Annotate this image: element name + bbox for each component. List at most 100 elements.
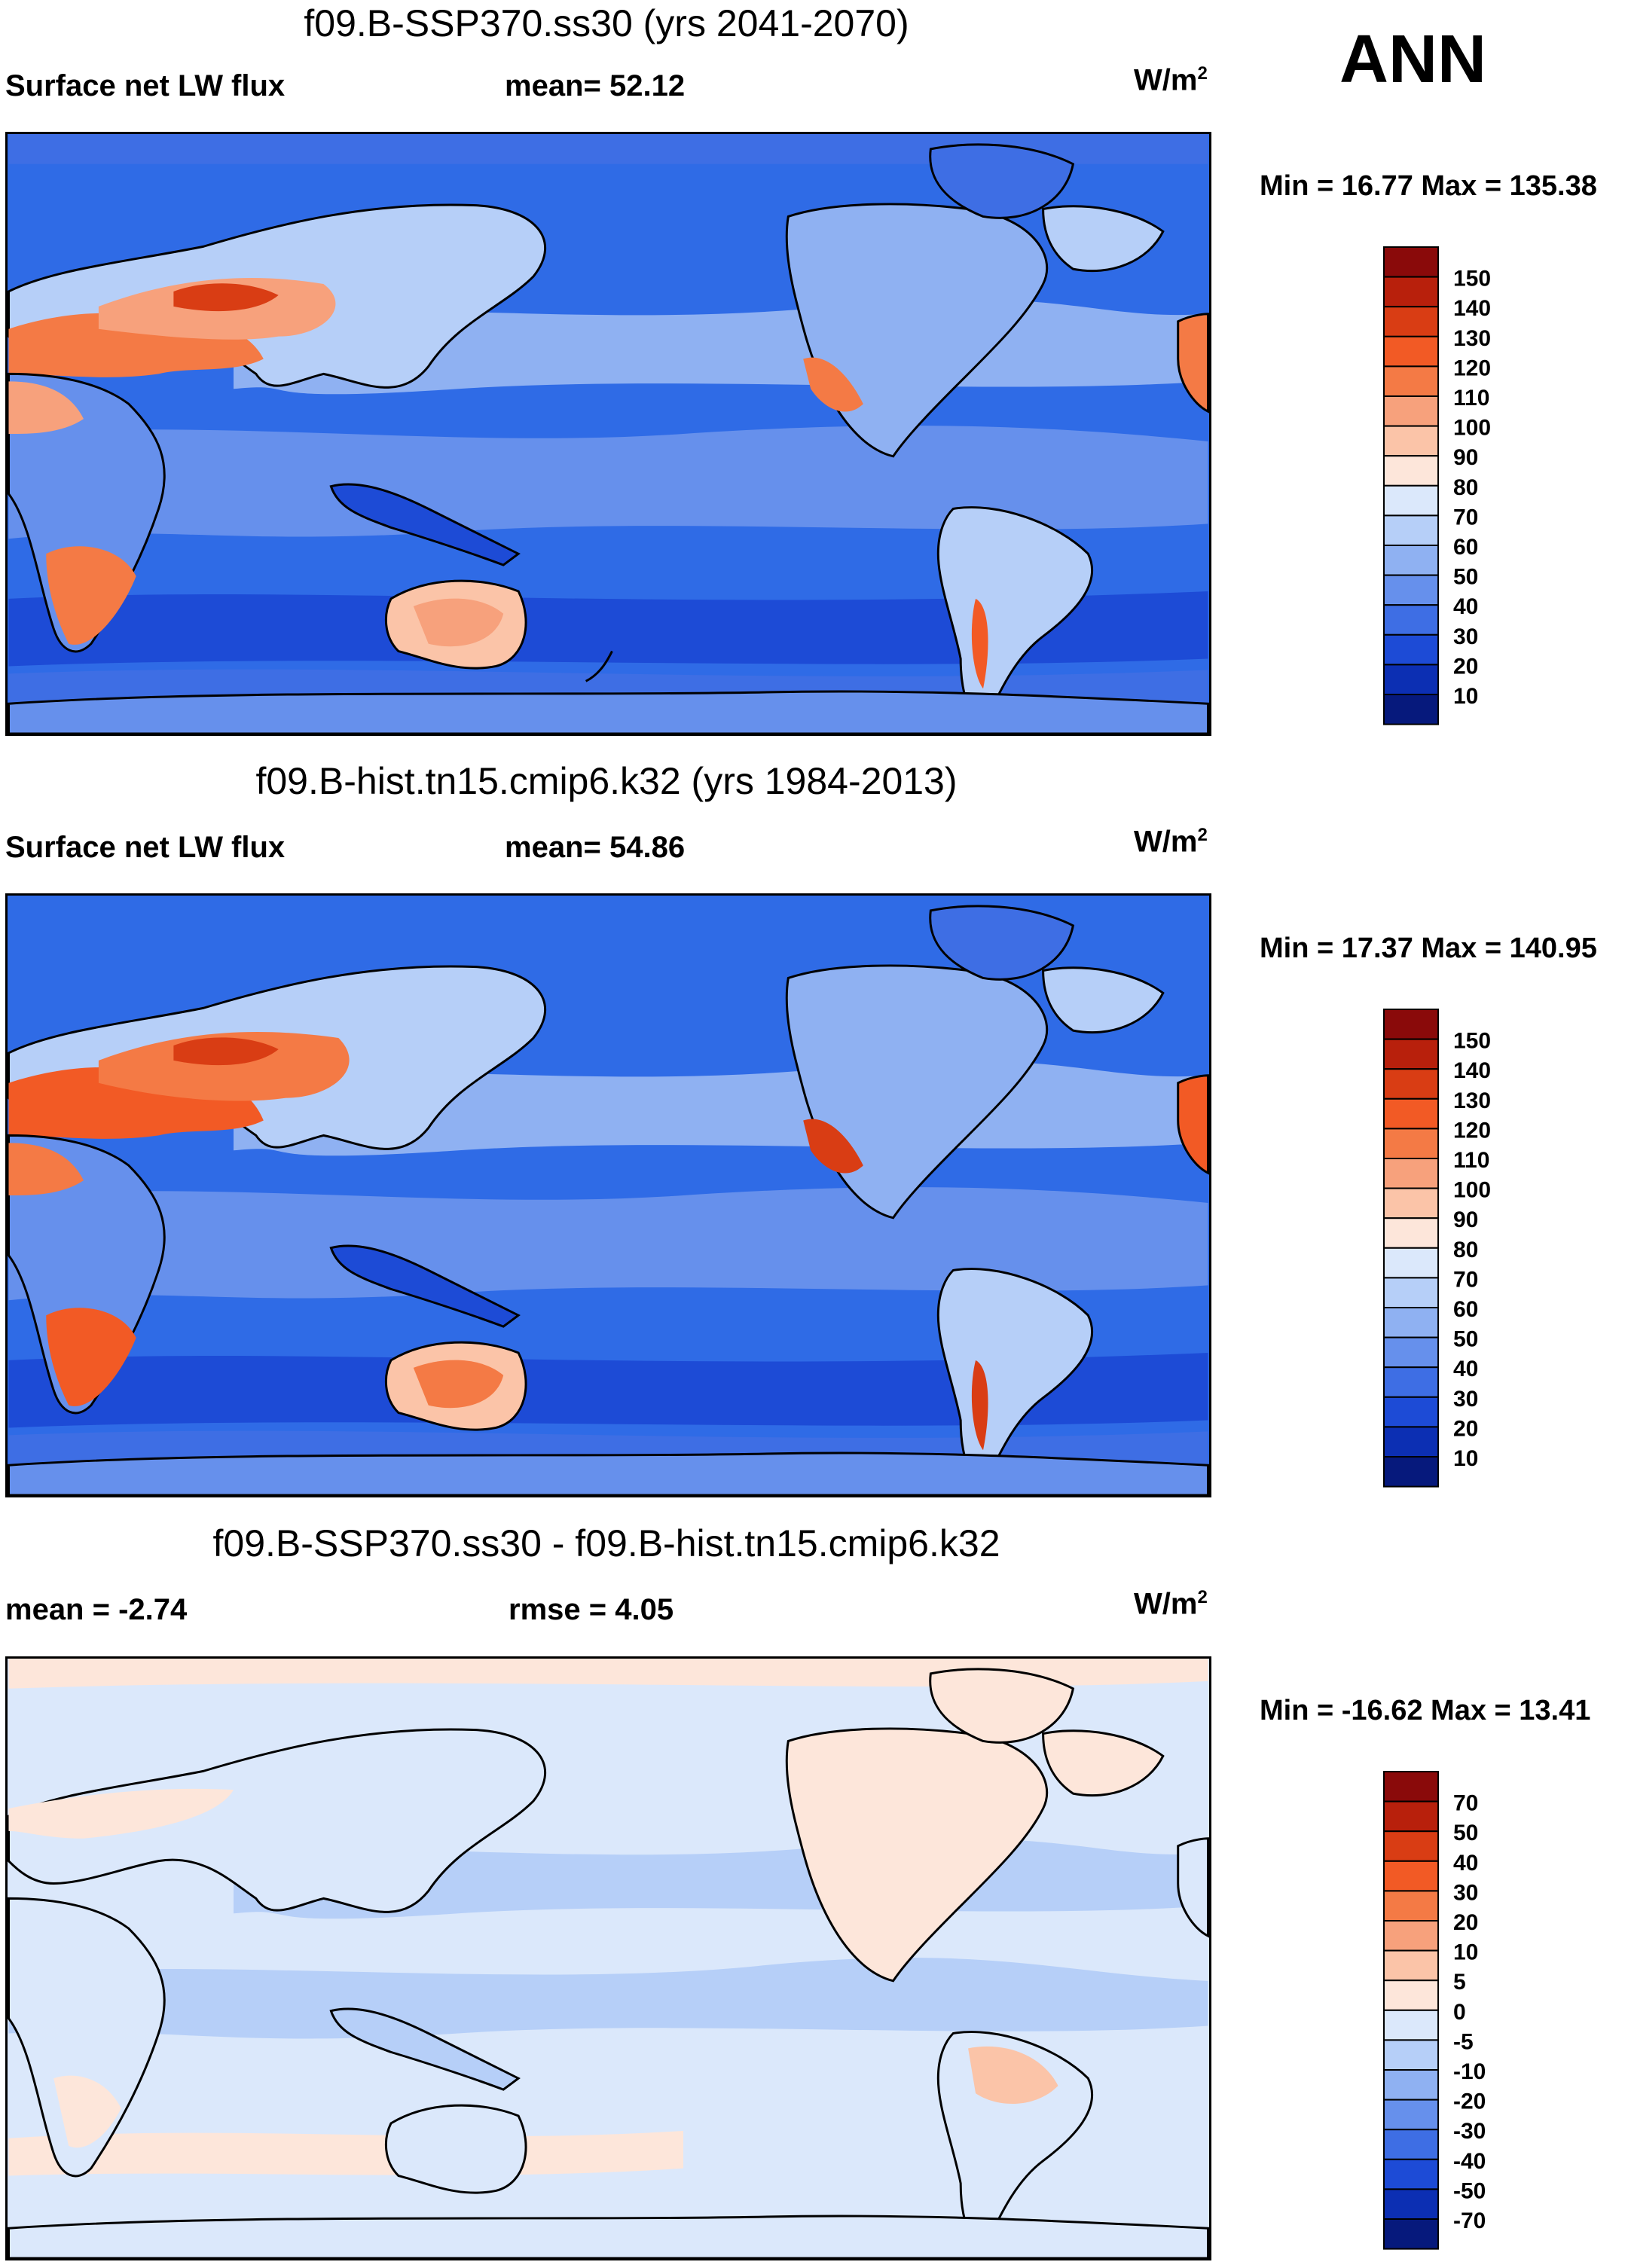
colorbar-tick-label: 130 [1453,326,1491,351]
colorbar-tick-label: 40 [1453,1357,1478,1381]
colorbar-box [1383,276,1439,308]
colorbar-box [1383,1097,1439,1130]
panel-middle-map [5,893,1211,1497]
colorbar-tick-label: 110 [1453,1148,1489,1173]
colorbar-box [1383,1038,1439,1070]
colorbar-tick-label: 40 [1453,594,1478,619]
panel-bottom-units: W/m2 [1134,1587,1208,1621]
season-label: ANN [1339,22,1486,97]
colorbar-box [1383,514,1439,546]
colorbar-tick-label: 70 [1453,505,1478,530]
colorbar-tick-label: 5 [1453,1970,1466,1995]
colorbar-box [1383,2158,1439,2190]
panel-bottom-map [5,1656,1211,2260]
panel-middle-units: W/m2 [1134,825,1208,859]
colorbar-tick-label: 10 [1453,684,1478,709]
colorbar-tick-label: 0 [1453,2000,1466,2025]
colorbar-box [1383,574,1439,606]
colorbar-box [1383,1277,1439,1308]
colorbar-tick-label: 10 [1453,1446,1478,1471]
colorbar-tick-label: 80 [1453,1238,1478,1262]
colorbar-box [1383,633,1439,666]
panel-bottom-rmse-label: rmse = 4.05 [509,1593,674,1626]
colorbar-box [1383,395,1439,427]
panel-bottom-title: f09.B-SSP370.ss30 - f09.B-hist.tn15.cmip… [212,1522,1000,1564]
colorbar-tick-label: 20 [1453,1416,1478,1441]
colorbar-box [1383,2099,1439,2131]
colorbar-box [1383,1217,1439,1249]
colorbar-box [1383,1068,1439,1100]
colorbar-box [1383,1396,1439,1428]
colorbar-box [1383,2129,1439,2160]
colorbar-tick-label: 50 [1453,1327,1478,1352]
colorbar-box [1383,335,1439,368]
colorbar-tick-label: 70 [1453,1267,1478,1292]
colorbar-box [1383,1307,1439,1339]
colorbar-box [1383,545,1439,576]
colorbar-tick-label: 60 [1453,535,1478,560]
colorbar-tick-label: -10 [1453,2059,1486,2084]
colorbar-tick-label: 120 [1453,1118,1491,1143]
colorbar-tick-label: 120 [1453,356,1491,380]
colorbar-tick-label: 140 [1453,1058,1491,1083]
panel-middle-variable-label: Surface net LW flux [5,831,286,864]
colorbar-box [1383,1920,1439,1952]
colorbar-tick-label: -20 [1453,2089,1486,2114]
colorbar-tick-label: 90 [1453,445,1478,470]
panel-middle-minmax: Min = 17.37 Max = 140.95 [1260,933,1597,964]
colorbar-box [1383,425,1439,457]
colorbar-box [1383,1949,1439,1982]
colorbar-tick-label: -50 [1453,2178,1486,2203]
colorbar-box [1383,2218,1439,2250]
panel-bottom-mean-label: mean = -2.74 [5,1593,188,1626]
colorbar-tick-label: 50 [1453,1821,1478,1845]
colorbar-box [1383,246,1439,278]
panel-top-units: W/m2 [1134,63,1208,97]
panel-top-map [5,132,1211,736]
colorbar-tick-label: 30 [1453,1387,1478,1412]
colorbar-tick-label: 40 [1453,1851,1478,1876]
colorbar-box [1383,2009,1439,2041]
colorbar-box [1383,1009,1439,1040]
colorbar-tick-label: 140 [1453,296,1491,321]
colorbar-box [1383,1890,1439,1922]
colorbar-tick-label: 150 [1453,1029,1491,1054]
colorbar-tick-label: 30 [1453,624,1478,649]
colorbar-box [1383,1426,1439,1458]
colorbar-box [1383,1800,1439,1833]
colorbar-tick-label: 90 [1453,1207,1478,1232]
colorbar-tick-label: 150 [1453,267,1491,292]
colorbar-tick-label: -70 [1453,2208,1486,2233]
colorbar-box [1383,694,1439,725]
panel-top-mean-label: mean= 52.12 [505,69,686,102]
panel-top-minmax: Min = 16.77 Max = 135.38 [1260,170,1597,202]
colorbar-box [1383,1980,1439,2011]
colorbar-tick-label: 30 [1453,1880,1478,1905]
colorbar-box [1383,1830,1439,1862]
colorbar-box [1383,2188,1439,2221]
colorbar-tick-label: 20 [1453,1910,1478,1935]
colorbar-box [1383,2039,1439,2071]
colorbar-box [1383,1187,1439,1219]
panel-top-colorbar: 150 140 130 120 110 100 90 80 70 60 50 40 30 20 10 [1383,246,1504,729]
colorbar-box [1383,1771,1439,1802]
panel-middle-colorbar: 150 140 130 120 110 100 90 80 70 60 50 40 30 20 10 [1383,1009,1504,1491]
colorbar-tick-label: -5 [1453,2029,1474,2054]
panel-middle-mean-label: mean= 54.86 [505,831,686,864]
colorbar-box [1383,1366,1439,1398]
colorbar-tick-label: 100 [1453,416,1491,441]
colorbar-tick-label: 110 [1453,386,1489,411]
colorbar-box [1383,664,1439,696]
colorbar-tick-label: 100 [1453,1178,1491,1203]
colorbar-tick-label: -30 [1453,2119,1486,2144]
panel-top-title: f09.B-SSP370.ss30 (yrs 2041-2070) [304,2,909,44]
panel-bottom-minmax: Min = -16.62 Max = 13.41 [1260,1695,1591,1726]
colorbar-tick-label: -40 [1453,2149,1486,2174]
colorbar-tick-label: 80 [1453,475,1478,500]
colorbar-box [1383,365,1439,397]
colorbar-box [1383,1336,1439,1369]
colorbar-tick-label: 10 [1453,1940,1478,1965]
panel-top-variable-label: Surface net LW flux [5,69,286,102]
colorbar-box [1383,1247,1439,1279]
colorbar-box [1383,1456,1439,1488]
